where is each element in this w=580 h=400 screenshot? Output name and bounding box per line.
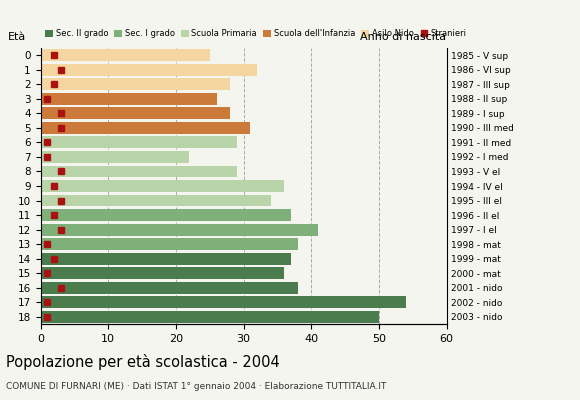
Text: Popolazione per età scolastica - 2004: Popolazione per età scolastica - 2004 — [6, 354, 280, 370]
Bar — [41, 282, 298, 294]
Bar — [41, 151, 190, 163]
Bar — [41, 64, 257, 76]
Bar — [41, 253, 291, 264]
Legend: Sec. II grado, Sec. I grado, Scuola Primaria, Scuola dell'Infanzia, Asilo Nido, : Sec. II grado, Sec. I grado, Scuola Prim… — [45, 29, 466, 38]
Bar — [41, 224, 318, 236]
Text: COMUNE DI FURNARI (ME) · Dati ISTAT 1° gennaio 2004 · Elaborazione TUTTITALIA.IT: COMUNE DI FURNARI (ME) · Dati ISTAT 1° g… — [6, 382, 386, 391]
Bar — [41, 166, 237, 178]
Bar — [41, 267, 284, 279]
Text: Anno di nascita: Anno di nascita — [361, 32, 447, 42]
Bar — [41, 296, 406, 308]
Bar — [41, 209, 291, 221]
Bar — [41, 93, 216, 105]
Bar — [41, 122, 251, 134]
Text: Età: Età — [8, 32, 26, 42]
Bar — [41, 311, 379, 323]
Bar — [41, 180, 284, 192]
Bar — [41, 108, 230, 119]
Bar — [41, 194, 271, 206]
Bar — [41, 78, 230, 90]
Bar — [41, 49, 210, 61]
Bar — [41, 238, 298, 250]
Bar — [41, 136, 237, 148]
